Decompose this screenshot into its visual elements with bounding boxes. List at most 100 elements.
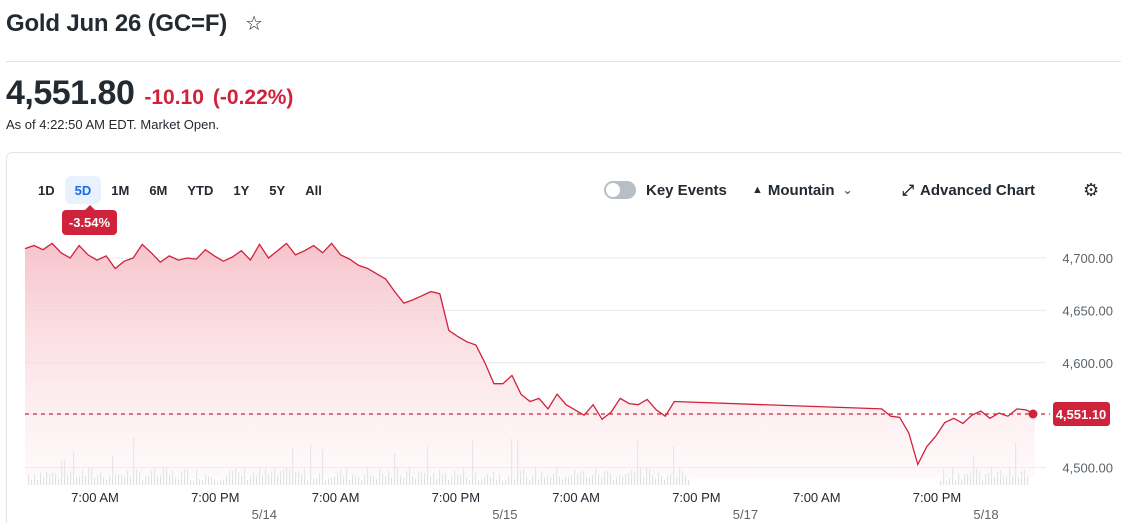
range-5d[interactable]: 5D	[64, 176, 102, 204]
volume-bar	[955, 480, 957, 485]
volume-bar	[970, 473, 972, 485]
volume-bar	[559, 476, 561, 485]
volume-bar	[676, 477, 678, 485]
volume-bar	[979, 471, 981, 485]
range-5y[interactable]: 5Y	[269, 182, 286, 198]
volume-bar	[67, 475, 69, 485]
volume-bar	[226, 475, 228, 485]
advanced-chart-label: Advanced Chart	[920, 181, 1036, 199]
volume-bar	[598, 474, 600, 485]
range-1m[interactable]: 1M	[111, 182, 130, 198]
volume-bar	[667, 475, 669, 485]
volume-bar	[496, 479, 498, 485]
volume-bar	[997, 471, 999, 485]
volume-bar	[160, 474, 162, 485]
volume-bar	[577, 473, 579, 485]
quote-header: Gold Jun 26 (GC=F) ☆	[6, 8, 263, 40]
x-tick-label: 7:00 PM	[672, 490, 720, 505]
volume-bar	[982, 479, 984, 485]
x-date-label: 5/14	[252, 507, 277, 522]
volume-bar	[445, 472, 447, 485]
range-6m[interactable]: 6M	[149, 182, 168, 198]
volume-bar	[148, 475, 150, 485]
volume-bar	[301, 473, 303, 485]
volume-bar	[352, 474, 354, 485]
volume-bar	[319, 473, 321, 485]
x-tick-label: 7:00 AM	[793, 490, 841, 505]
volume-bar	[619, 474, 621, 485]
volume-bar	[37, 479, 39, 485]
volume-bar	[514, 478, 516, 485]
key-events-toggle[interactable]: Key Events	[604, 178, 727, 202]
chart-card	[6, 152, 1121, 523]
volume-bar	[271, 471, 273, 485]
volume-bar	[493, 471, 495, 485]
volume-bar	[331, 477, 333, 485]
x-axis: 7:00 AM 7:00 PM 5/14 7:00 AM 7:00 PM 5/15 7:00…	[71, 490, 999, 522]
volume-bar	[601, 477, 603, 485]
volume-bar	[1012, 476, 1014, 485]
range-1d[interactable]: 1D	[38, 182, 55, 198]
volume-bar	[34, 474, 36, 485]
star-outline-icon[interactable]: ☆	[245, 13, 264, 35]
settings-button[interactable]: ⚙	[1083, 178, 1099, 202]
range-ytd[interactable]: YTD	[187, 182, 214, 198]
current-price-tag: 4,551.10	[1053, 402, 1110, 427]
y-axis: 4,700.00 4,650.00 4,600.00 4,500.00	[1062, 251, 1113, 475]
chart-type-dropdown[interactable]: ▲ Mountain ⌄	[752, 178, 853, 202]
volume-bar	[250, 476, 252, 485]
volume-bar	[967, 474, 969, 485]
price-change: -10.10	[144, 86, 204, 109]
volume-bar	[85, 476, 87, 485]
volume-bar	[616, 477, 618, 485]
volume-bar	[76, 477, 78, 485]
volume-bar	[214, 479, 216, 485]
volume-bar	[124, 477, 126, 485]
volume-bar	[487, 473, 489, 485]
volume-bar	[544, 477, 546, 485]
volume-bar	[448, 479, 450, 485]
volume-bar	[106, 479, 108, 485]
volume-bar	[532, 475, 534, 485]
volume-bar	[121, 474, 123, 485]
volume-bar	[97, 475, 99, 485]
mountain-icon: ▲	[752, 184, 763, 196]
volume-bar	[490, 477, 492, 485]
volume-bar	[562, 478, 564, 485]
volume-bar	[175, 477, 177, 485]
volume-bar	[628, 473, 630, 485]
volume-bar	[688, 479, 690, 485]
volume-bar	[625, 474, 627, 485]
toggle-icon[interactable]	[604, 181, 636, 199]
volume-bar	[565, 476, 567, 485]
volume-bar	[400, 475, 402, 485]
volume-bar	[94, 477, 96, 485]
range-all[interactable]: All	[305, 182, 322, 198]
price-change-percent: (-0.22%)	[212, 86, 294, 109]
volume-bar	[109, 475, 111, 485]
volume-bar	[442, 473, 444, 485]
volume-bar	[622, 476, 624, 485]
volume-bar	[949, 478, 951, 485]
range-1y[interactable]: 1Y	[233, 182, 250, 198]
volume-bar	[613, 480, 615, 485]
volume-bar	[589, 477, 591, 485]
chart-type-label: Mountain	[767, 181, 835, 199]
volume-bar	[43, 477, 45, 485]
volume-bar	[592, 474, 594, 485]
advanced-chart-button[interactable]: ⤢ Advanced Chart	[902, 178, 1035, 202]
volume-bar	[193, 480, 195, 485]
volume-bar	[52, 471, 54, 485]
volume-bar	[115, 474, 117, 485]
volume-bar	[643, 476, 645, 485]
expand-arrow-icon: ⤢	[902, 181, 915, 199]
volume-bar	[295, 471, 297, 485]
volume-bar	[685, 475, 687, 485]
volume-bar	[451, 475, 453, 485]
volume-bar	[178, 478, 180, 485]
volume-bar	[985, 473, 987, 485]
volume-bar	[220, 479, 222, 485]
volume-bar	[277, 475, 279, 485]
volume-bar	[139, 472, 141, 485]
